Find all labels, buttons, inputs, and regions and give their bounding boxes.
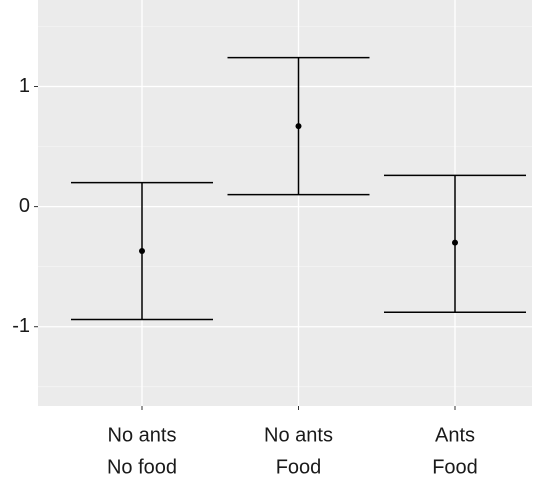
plot-panel — [38, 0, 532, 406]
x-tick-label: Food — [432, 456, 478, 478]
x-tick-label: No food — [107, 456, 177, 478]
mean-point — [295, 123, 302, 130]
x-tick-label: Ants — [435, 424, 475, 446]
x-tick-label: Food — [276, 456, 322, 478]
error-bar — [71, 181, 213, 321]
y-tick-label: -1 — [12, 315, 30, 337]
mean-point — [139, 248, 145, 255]
y-tick-label: 0 — [19, 195, 30, 217]
error-bar — [384, 174, 526, 314]
error-bar — [227, 56, 370, 196]
y-tick-label: 1 — [19, 75, 30, 97]
x-tick-label: No ants — [264, 424, 333, 446]
mean-point — [452, 239, 458, 246]
x-tick-label: No ants — [108, 424, 177, 446]
